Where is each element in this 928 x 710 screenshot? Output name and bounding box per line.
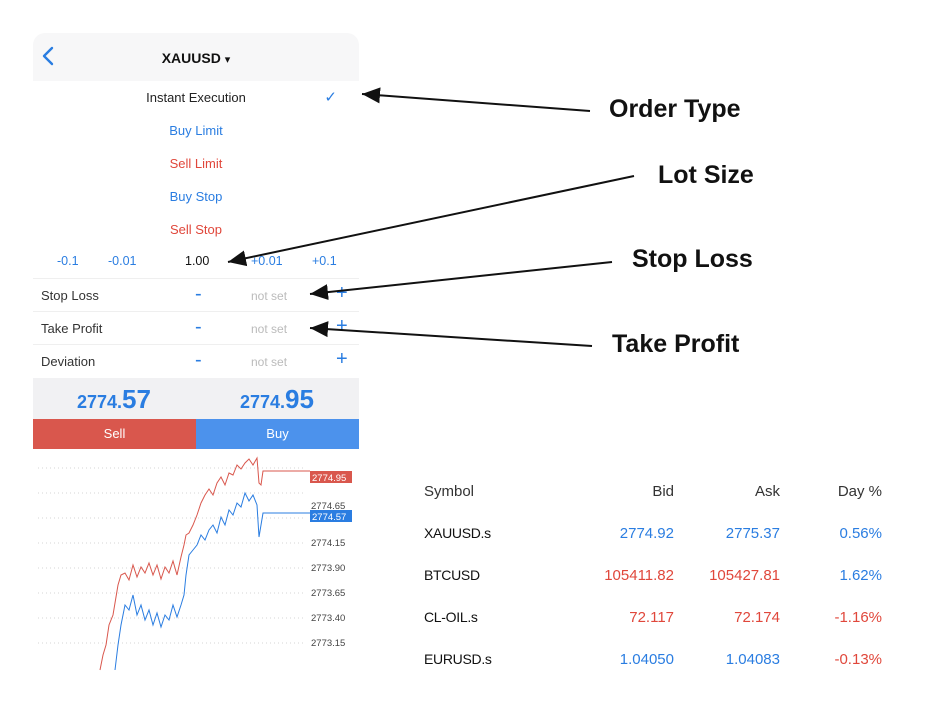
- param-row: Stop Loss - not set +: [33, 278, 359, 312]
- quote-day-change: 1.62%: [839, 566, 882, 584]
- price-display: 2774.57 2774.95: [33, 378, 359, 420]
- bid-price-line: [114, 491, 310, 671]
- caret-down-icon: ▾: [224, 54, 231, 66]
- callout-take-profit: Take Profit: [612, 330, 740, 358]
- param-row: Deviation - not set +: [33, 344, 359, 378]
- param-label: Take Profit: [41, 321, 103, 336]
- order-type-label: Buy Limit: [169, 123, 223, 138]
- quote-row[interactable]: BTCUSD 105411.82 105427.81 1.62%: [408, 554, 882, 596]
- quote-bid: 1.04050: [619, 650, 674, 668]
- symbol-selector[interactable]: XAUUSD ▾: [33, 50, 359, 66]
- buy-button[interactable]: Buy: [196, 419, 359, 449]
- axis-tick-label: 2773.40: [311, 613, 345, 624]
- axis-tick-label: 2774.15: [311, 538, 345, 549]
- param-increase-button[interactable]: +: [336, 315, 348, 337]
- header-ask: Ask: [754, 482, 780, 500]
- quote-row[interactable]: EURUSD.s 1.04050 1.04083 -0.13%: [408, 638, 882, 680]
- quote-symbol: EURUSD.s: [424, 651, 492, 667]
- quote-ask: 72.174: [734, 608, 780, 626]
- bid-price-tag: 2774.57: [312, 512, 346, 523]
- quote-ask: 2775.37: [725, 524, 780, 542]
- quote-bid: 72.117: [629, 608, 674, 626]
- header-day-percent: Day %: [837, 482, 882, 500]
- order-type-arrow: [361, 87, 591, 112]
- order-type-label: Sell Stop: [169, 222, 223, 237]
- param-decrease-button[interactable]: -: [195, 316, 202, 338]
- order-type-label: Instant Execution: [146, 90, 246, 105]
- param-decrease-button[interactable]: -: [195, 283, 202, 305]
- quote-symbol: BTCUSD: [424, 567, 480, 583]
- order-type-option[interactable]: Sell Stop: [33, 213, 359, 246]
- quote-day-change: -0.13%: [834, 650, 882, 668]
- order-panel: XAUUSD ▾ Instant Execution ✓ Buy Limit Sell…: [33, 33, 359, 678]
- ask-price-line: [99, 456, 310, 671]
- checkmark-icon: ✓: [324, 89, 337, 106]
- ask-price-tag-bg: [310, 471, 352, 483]
- quote-row[interactable]: XAUUSD.s 2774.92 2775.37 0.56%: [408, 512, 882, 554]
- symbol-title: XAUUSD: [161, 50, 221, 66]
- order-type-label: Buy Stop: [169, 189, 223, 204]
- order-type-option[interactable]: Sell Limit: [33, 147, 359, 180]
- tick-chart: 2774.402774.152773.902773.652773.402773.…: [38, 456, 352, 671]
- param-value-field[interactable]: not set: [251, 289, 288, 303]
- sell-button[interactable]: Sell: [33, 419, 196, 449]
- quotes-header-row: Symbol Bid Ask Day %: [408, 470, 882, 512]
- lot-decrease-0.1-button[interactable]: -0.1: [57, 254, 79, 268]
- order-type-option[interactable]: Instant Execution ✓: [33, 81, 359, 114]
- quote-bid: 2774.92: [619, 524, 674, 542]
- callout-order-type: Order Type: [609, 95, 741, 123]
- lot-increase-0.01-button[interactable]: +0.01: [251, 254, 283, 268]
- param-label: Stop Loss: [41, 288, 99, 303]
- lot-increase-0.1-button[interactable]: +0.1: [312, 254, 337, 268]
- param-value-field[interactable]: not set: [251, 355, 288, 369]
- bid-price: 2774.57: [77, 384, 151, 414]
- header-symbol: Symbol: [424, 482, 475, 500]
- bid-price-tag-bg: [310, 510, 352, 522]
- param-label: Deviation: [41, 354, 96, 369]
- axis-tick-label: 2773.15: [311, 638, 345, 649]
- ask-price-tag: 2774.95: [312, 473, 346, 484]
- lot-size-row: -0.1 -0.01 1.00 +0.01 +0.1: [33, 245, 359, 278]
- axis-tick-label: 2773.90: [311, 563, 345, 574]
- axis-tick-label: 2773.65: [311, 588, 345, 599]
- quotes-table: Symbol Bid Ask Day % XAUUSD.s 2774.92 2775…: [408, 470, 882, 680]
- order-type-option[interactable]: Buy Limit: [33, 114, 359, 147]
- back-chevron-icon[interactable]: [39, 45, 59, 67]
- callout-stop-loss: Stop Loss: [632, 245, 753, 273]
- quote-symbol: XAUUSD.s: [424, 525, 491, 541]
- order-type-option[interactable]: Buy Stop: [33, 180, 359, 213]
- axis-label-partial: 2774.65: [311, 501, 345, 512]
- param-increase-button[interactable]: +: [336, 282, 348, 304]
- param-increase-button[interactable]: +: [336, 348, 348, 370]
- quote-symbol: CL-OIL.s: [424, 609, 478, 625]
- quote-day-change: 0.56%: [839, 524, 882, 542]
- param-decrease-button[interactable]: -: [195, 349, 202, 371]
- quote-ask: 105427.81: [709, 566, 780, 584]
- param-value-field[interactable]: not set: [251, 322, 288, 336]
- order-type-label: Sell Limit: [169, 156, 223, 171]
- callout-lot-size: Lot Size: [658, 161, 754, 189]
- quote-bid: 105411.82: [604, 566, 674, 584]
- header-bid: Bid: [652, 482, 674, 500]
- top-bar: XAUUSD ▾: [33, 33, 359, 81]
- quote-ask: 1.04083: [725, 650, 780, 668]
- quote-day-change: -1.16%: [834, 608, 882, 626]
- quote-row[interactable]: CL-OIL.s 72.117 72.174 -1.16%: [408, 596, 882, 638]
- ask-price: 2774.95: [240, 384, 314, 414]
- lot-size-input[interactable]: 1.00: [185, 254, 210, 268]
- lot-decrease-0.01-button[interactable]: -0.01: [108, 254, 137, 268]
- param-row: Take Profit - not set +: [33, 311, 359, 345]
